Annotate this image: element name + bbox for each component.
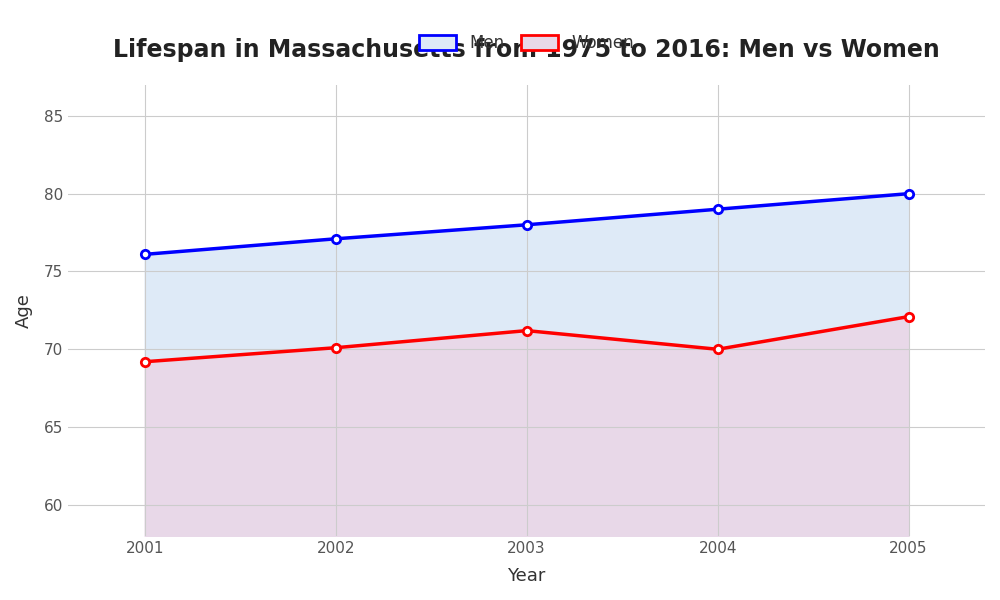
Y-axis label: Age: Age <box>15 293 33 328</box>
Legend: Men, Women: Men, Women <box>419 34 634 52</box>
Title: Lifespan in Massachusetts from 1975 to 2016: Men vs Women: Lifespan in Massachusetts from 1975 to 2… <box>113 38 940 62</box>
X-axis label: Year: Year <box>507 567 546 585</box>
